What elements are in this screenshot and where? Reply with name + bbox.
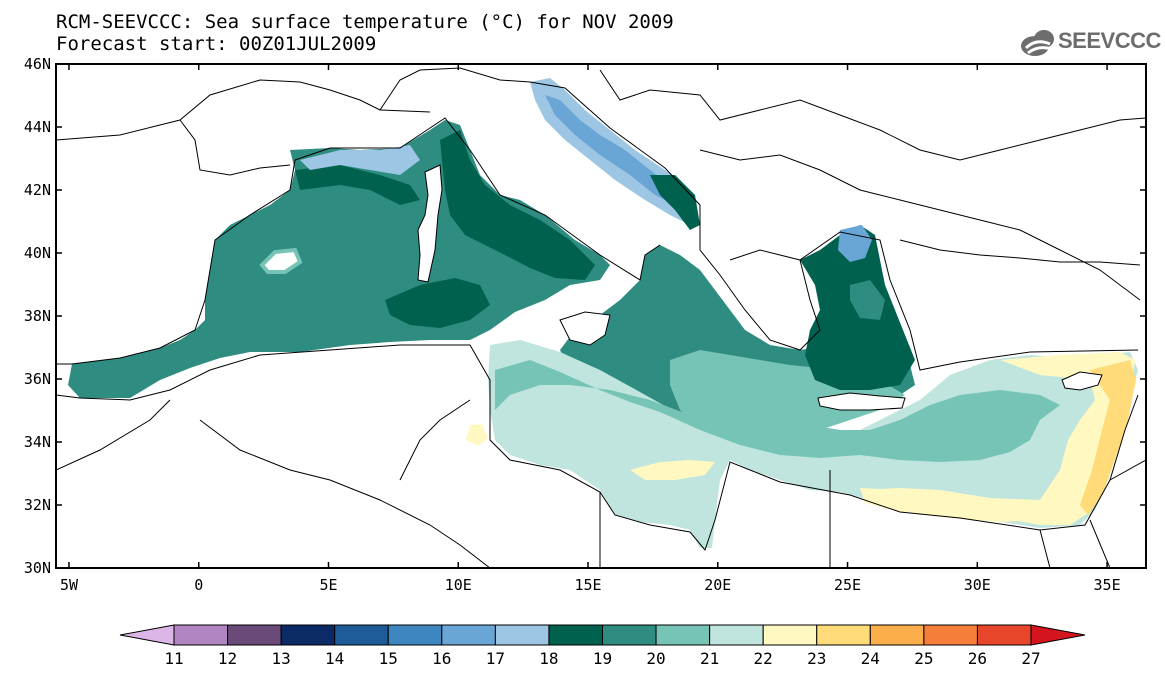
colorbar-swatch (280, 624, 336, 646)
x-tick-label: 10E (445, 576, 472, 594)
colorbar-label: 12 (218, 649, 237, 668)
balearic-islands (259, 247, 303, 274)
adriatic-blue-core (545, 95, 675, 205)
colorbar-swatch (441, 624, 496, 646)
colorbar-swatch (976, 624, 1032, 646)
levantine-yellow (860, 352, 1135, 525)
colorbar-swatch (709, 624, 764, 646)
colorbar-label: 13 (271, 649, 290, 668)
colorbar-swatch (762, 624, 818, 646)
colorbar-label: 19 (593, 649, 612, 668)
y-tick-label: 32N (24, 496, 51, 514)
adriatic-south-dark (650, 175, 700, 230)
colorbar-swatch (387, 624, 443, 646)
x-tick-label: 35E (1094, 576, 1121, 594)
colorbar-label: 24 (861, 649, 880, 668)
colorbar-label: 11 (164, 649, 183, 668)
colorbar: 11 12 13 14 15 16 17 18 19 20 21 22 23 24 25 26 27 (119, 624, 1086, 668)
coastlines (56, 67, 1146, 568)
colorbar-label: 23 (807, 649, 826, 668)
sirte-yellow-band (630, 460, 715, 480)
colorbar-arrow-high (1030, 624, 1086, 646)
colorbar-swatch (602, 624, 657, 646)
seevccc-logo (1021, 30, 1054, 56)
colorbar-swatch (334, 624, 389, 646)
corsica-sardinia (417, 164, 443, 283)
levantine-teal (495, 360, 1060, 462)
colorbar-label: 15 (379, 649, 398, 668)
colorbar-label: 22 (754, 649, 773, 668)
colorbar-label: 14 (325, 649, 344, 668)
y-tick-label: 30N (24, 559, 51, 577)
colorbar-swatch (816, 624, 871, 646)
colorbar-label: 16 (432, 649, 451, 668)
y-axis: 46N 44N 42N 40N 38N 36N 34N 32N 30N (24, 55, 1146, 577)
colorbar-swatch (173, 624, 229, 646)
x-tick-label: 5E (319, 576, 337, 594)
x-tick-label: 15E (574, 576, 601, 594)
y-tick-label: 38N (24, 307, 51, 325)
y-tick-label: 36N (24, 370, 51, 388)
colorbar-swatch (548, 624, 603, 646)
logo-text: SEEVCCC (1058, 28, 1161, 53)
libya-coast-yellow (860, 488, 1040, 522)
cloud-icon (1021, 30, 1054, 56)
colorbar-swatch (869, 624, 925, 646)
y-tick-label: 40N (24, 244, 51, 262)
x-axis: 5W 0 5E 10E 15E 20E 25E 30E 35E (60, 64, 1121, 594)
sicily-island (559, 311, 611, 346)
sardinia-sea-dark (385, 278, 490, 328)
colorbar-label: 25 (914, 649, 933, 668)
cyprus-island (1061, 371, 1103, 391)
x-tick-label: 25E (834, 576, 861, 594)
colorbar-swatch (923, 624, 978, 646)
levantine-orange-edge (1080, 360, 1136, 515)
ligurian-dark (295, 165, 420, 205)
y-tick-label: 34N (24, 433, 51, 451)
gulf-of-gabes-yellow (466, 424, 488, 446)
colorbar-label: 26 (968, 649, 987, 668)
colorbar-swatch (655, 624, 711, 646)
y-tick-label: 46N (24, 55, 51, 73)
colorbar-label: 20 (646, 649, 665, 668)
colorbar-label: 21 (700, 649, 719, 668)
aegean-light-patch (850, 280, 885, 320)
y-tick-label: 44N (24, 118, 51, 136)
chart-title: RCM-SEEVCCC: Sea surface temperature (°C… (56, 11, 674, 33)
aegean-north-blue (838, 225, 872, 262)
x-tick-label: 5W (60, 576, 79, 594)
crete-island (817, 392, 906, 411)
x-tick-label: 20E (704, 576, 731, 594)
colorbar-swatch (494, 624, 550, 646)
colorbar-swatch (227, 624, 282, 646)
x-tick-label: 30E (964, 576, 991, 594)
colorbar-arrow-low (119, 624, 175, 646)
y-tick-label: 42N (24, 181, 51, 199)
chart-subtitle: Forecast start: 00Z01JUL2009 (56, 33, 377, 55)
colorbar-label: 17 (486, 649, 505, 668)
colorbar-label: 27 (1021, 649, 1040, 668)
gulf-of-lion-light (300, 145, 420, 175)
colorbar-label: 18 (539, 649, 558, 668)
x-tick-label: 0 (194, 576, 203, 594)
map-area (56, 64, 1146, 568)
tyrrhenian-region (440, 130, 595, 280)
